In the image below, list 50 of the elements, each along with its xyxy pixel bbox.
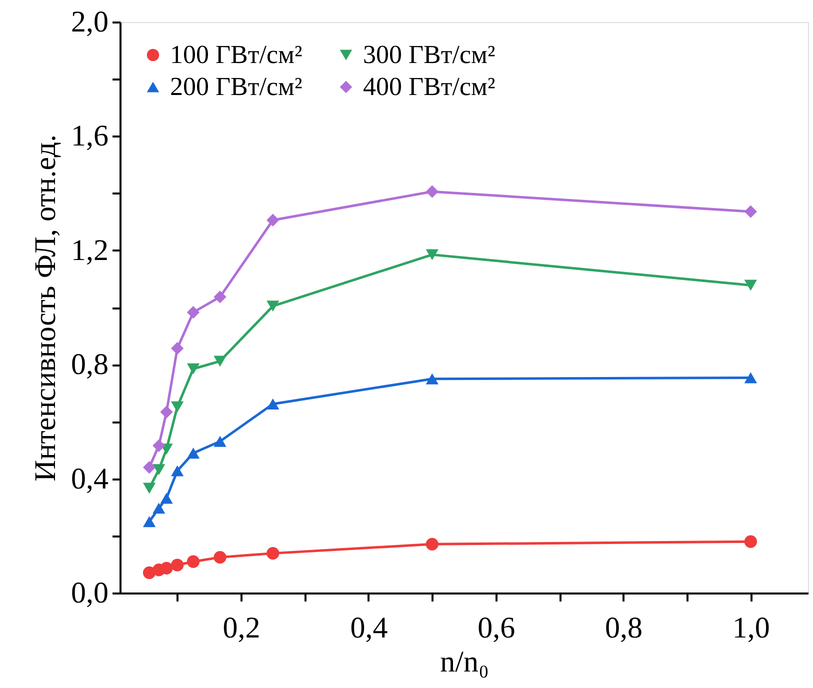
x-tick-label: 0,8 <box>605 612 643 644</box>
point <box>152 464 166 476</box>
x-tick-label: 0,4 <box>350 612 388 644</box>
x-tick-label: 0,2 <box>222 612 260 644</box>
point <box>214 356 226 367</box>
y-tick-label: 0,0 <box>71 576 108 610</box>
point <box>744 205 757 218</box>
point <box>171 342 184 355</box>
point <box>214 290 226 304</box>
point <box>152 502 166 514</box>
point <box>266 300 280 312</box>
point <box>266 214 280 226</box>
y-tick-label: 2,0 <box>71 6 108 38</box>
y-tick-label: 1,6 <box>71 120 108 153</box>
legend-label: 300 ГВт/см² <box>363 40 496 69</box>
legend-label: 400 ГВт/см² <box>363 72 496 101</box>
legend-label: 200 ГВт/см² <box>170 72 302 101</box>
x-tick-label: 0,6 <box>478 612 516 644</box>
point <box>426 373 438 384</box>
legend-label: 100 ГВт/см² <box>170 40 302 69</box>
point <box>744 372 757 384</box>
point <box>214 436 226 447</box>
point <box>186 306 200 319</box>
point <box>142 482 156 494</box>
point <box>744 535 757 548</box>
point <box>160 406 173 418</box>
point <box>186 363 200 374</box>
y-tick-label: 1,2 <box>71 234 108 267</box>
x-tick-label: 1,0 <box>732 612 770 644</box>
point <box>171 401 184 412</box>
point <box>214 551 226 564</box>
point <box>266 547 280 560</box>
y-axis-title: Интенсивность ФЛ, отн.ед. <box>29 134 62 482</box>
point <box>171 558 184 572</box>
point <box>160 492 173 504</box>
point <box>171 465 184 476</box>
point <box>152 439 166 452</box>
y-tick-label: 0,8 <box>71 348 108 382</box>
point <box>426 249 438 260</box>
point <box>186 555 200 568</box>
point <box>186 448 200 459</box>
point <box>142 516 156 528</box>
point <box>426 185 438 198</box>
point <box>426 538 438 550</box>
point <box>160 562 173 574</box>
y-tick-label: 0,4 <box>71 462 108 496</box>
point <box>142 461 156 474</box>
point <box>266 398 280 410</box>
x-axis-title: n/n₀ <box>440 646 489 678</box>
point <box>744 280 757 291</box>
